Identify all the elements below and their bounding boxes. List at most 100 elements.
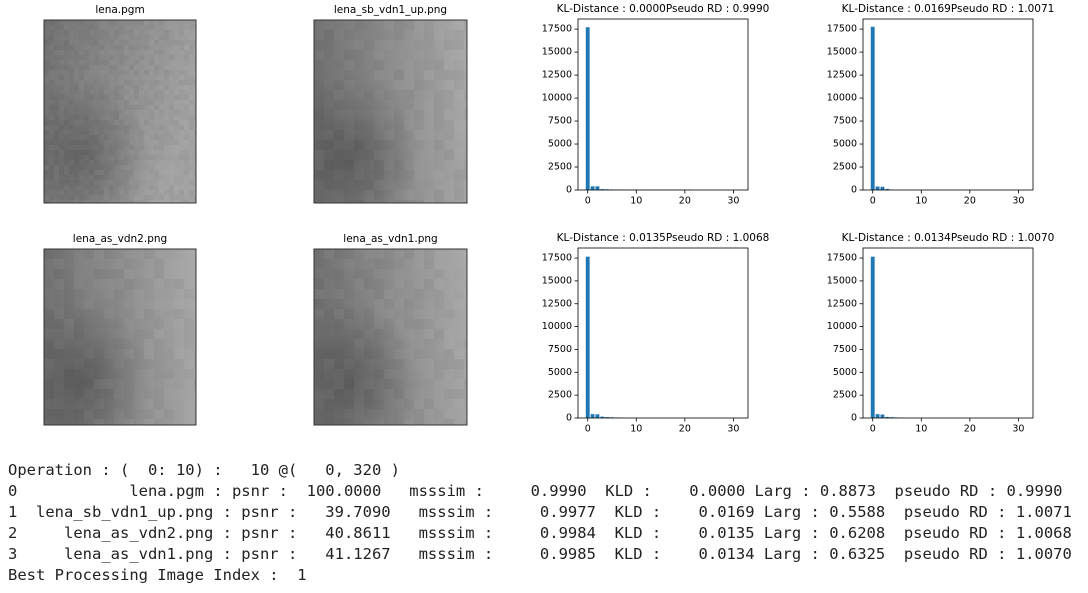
image-pixel xyxy=(189,95,194,100)
image-pixel xyxy=(454,60,464,70)
image-pixel xyxy=(179,75,184,80)
image-pixel xyxy=(414,379,424,389)
image-pixel xyxy=(184,140,189,145)
image-pixel xyxy=(74,20,79,25)
image-pixel xyxy=(444,289,454,299)
image-pixel xyxy=(129,35,134,40)
image-title: lena.pgm xyxy=(95,4,144,16)
image-pixel xyxy=(164,339,174,349)
image-pixel xyxy=(44,185,49,190)
image-pixel xyxy=(324,259,334,269)
image-pixel xyxy=(364,389,374,399)
console-line: Best Processing Image Index : 1 xyxy=(8,566,307,584)
image-pixel xyxy=(54,115,59,120)
image-pixel xyxy=(149,125,154,130)
image-pixel xyxy=(189,30,194,35)
image-pixel xyxy=(139,35,144,40)
image-pixel xyxy=(74,25,79,30)
image-pixel xyxy=(104,100,109,105)
image-pixel xyxy=(44,40,49,45)
image-pixel xyxy=(139,30,144,35)
y-tick-label: 17500 xyxy=(542,253,572,264)
image-pixel xyxy=(104,409,114,419)
image-pixel xyxy=(394,50,404,60)
image-pixel xyxy=(119,140,124,145)
image-pixel xyxy=(144,85,149,90)
image-pixel xyxy=(444,90,454,100)
image-pixel xyxy=(104,30,109,35)
image-pixel xyxy=(129,45,134,50)
image-pixel xyxy=(404,369,414,379)
image-pixel xyxy=(49,125,54,130)
image-pixel xyxy=(64,155,69,160)
image-pixel xyxy=(54,140,59,145)
image-pixel xyxy=(104,190,109,195)
image-pixel xyxy=(124,409,134,419)
image-pixel xyxy=(149,165,154,170)
image-pixel xyxy=(344,309,354,319)
image-pixel xyxy=(74,100,79,105)
image-pixel xyxy=(364,279,374,289)
image-pixel xyxy=(454,190,464,200)
image-pixel xyxy=(179,105,184,110)
image-pixel xyxy=(404,279,414,289)
image-pixel xyxy=(104,175,109,180)
image-pixel xyxy=(174,409,184,419)
image-pixel xyxy=(184,80,189,85)
image-pixel xyxy=(94,25,99,30)
image-pixel xyxy=(124,339,134,349)
image-pixel xyxy=(434,140,444,150)
image-pixel xyxy=(114,45,119,50)
image-pixel xyxy=(54,35,59,40)
image-pixel xyxy=(49,110,54,115)
image-pixel xyxy=(109,20,114,25)
image-pixel xyxy=(154,160,159,165)
image-pixel xyxy=(94,45,99,50)
image-pixel xyxy=(364,180,374,190)
image-pixel xyxy=(144,389,154,399)
image-pixel xyxy=(114,379,124,389)
image-pixel xyxy=(54,30,59,35)
image-pixel xyxy=(414,60,424,70)
image-pixel xyxy=(134,80,139,85)
image-pixel xyxy=(44,180,49,185)
image-pixel xyxy=(394,130,404,140)
image-pixel xyxy=(334,329,344,339)
image-pixel xyxy=(444,50,454,60)
image-pixel xyxy=(324,40,334,50)
image-pixel xyxy=(334,20,344,30)
y-tick-label: 0 xyxy=(566,413,572,424)
image-pixel xyxy=(119,115,124,120)
image-pixel xyxy=(164,95,169,100)
image-pixel xyxy=(184,170,189,175)
chart-title: KL-Distance : 0.0135Pseudo RD : 1.0068 xyxy=(557,232,770,244)
image-pixel xyxy=(404,120,414,130)
image-pixel xyxy=(179,170,184,175)
image-pixel xyxy=(114,35,119,40)
image-pixel xyxy=(374,249,384,259)
image-pixel xyxy=(184,359,194,369)
image-pixel xyxy=(164,249,174,259)
image-pixel xyxy=(84,105,89,110)
image-pixel xyxy=(54,135,59,140)
image-pixel xyxy=(174,135,179,140)
image-pixel xyxy=(64,409,74,419)
image-pixel xyxy=(49,40,54,45)
image-pixel xyxy=(134,369,144,379)
image-pixel xyxy=(324,30,334,40)
image-pixel xyxy=(324,150,334,160)
image-pixel xyxy=(99,100,104,105)
image-pixel xyxy=(64,145,69,150)
image-pixel xyxy=(394,359,404,369)
image-pixel xyxy=(454,269,464,279)
image-pixel xyxy=(89,65,94,70)
image-pixel xyxy=(434,170,444,180)
image-pixel xyxy=(174,155,179,160)
image-pixel xyxy=(424,409,434,419)
image-pixel xyxy=(84,130,89,135)
image-pixel xyxy=(174,299,184,309)
image-pixel xyxy=(54,185,59,190)
image-pixel xyxy=(354,399,364,409)
image-pixel xyxy=(64,85,69,90)
